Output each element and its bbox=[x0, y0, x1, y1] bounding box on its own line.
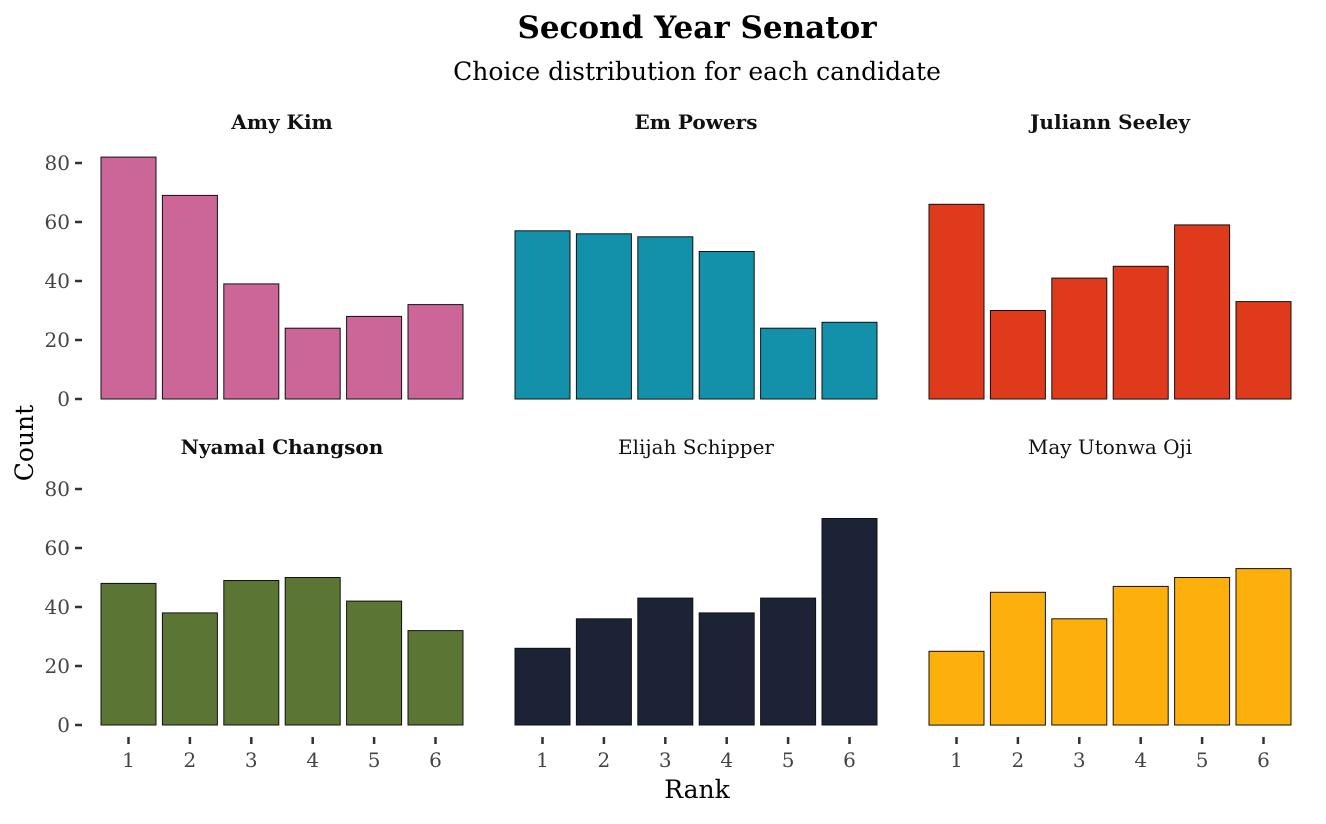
panel-title: May Utonwa Oji bbox=[1028, 435, 1192, 459]
y-tick-label: 40 bbox=[45, 595, 70, 619]
bar-elijah-schipper-rank-1 bbox=[514, 647, 571, 726]
bar-juliann-seeley-rank-6 bbox=[1235, 301, 1292, 400]
bar-amy-kim-rank-3 bbox=[223, 283, 280, 400]
bar-nyamal-changson-rank-2 bbox=[161, 612, 218, 726]
x-tick-label: 1 bbox=[122, 748, 135, 772]
bar-em-powers-rank-6 bbox=[821, 321, 878, 400]
x-tick-label: 6 bbox=[843, 748, 856, 772]
bar-juliann-seeley-rank-4 bbox=[1112, 265, 1169, 400]
x-tick-label: 6 bbox=[429, 748, 442, 772]
chart-title: Second Year Senator bbox=[517, 10, 877, 46]
x-tick-label: 5 bbox=[782, 748, 795, 772]
bar-may-utonwa-oji-rank-2 bbox=[989, 591, 1046, 726]
bar-nyamal-changson-rank-4 bbox=[284, 577, 341, 726]
bar-em-powers-rank-1 bbox=[514, 230, 571, 400]
bar-amy-kim-rank-6 bbox=[407, 304, 464, 400]
x-tick-label: 1 bbox=[536, 748, 549, 772]
bar-may-utonwa-oji-rank-1 bbox=[928, 650, 985, 726]
y-tick-label: 60 bbox=[45, 210, 70, 234]
panel-may-utonwa-oji: May Utonwa Oji 1 2 3 4 5 6 bbox=[928, 435, 1292, 772]
bar-may-utonwa-oji-rank-4 bbox=[1112, 585, 1169, 726]
bar-em-powers-rank-2 bbox=[575, 233, 632, 400]
bar-amy-kim-rank-2 bbox=[161, 194, 218, 400]
chart-subtitle: Choice distribution for each candidate bbox=[453, 57, 941, 86]
x-tick-label: 6 bbox=[1257, 748, 1270, 772]
bar-elijah-schipper-rank-2 bbox=[575, 618, 632, 726]
x-tick-label: 2 bbox=[1012, 748, 1025, 772]
bar-em-powers-rank-5 bbox=[760, 327, 817, 400]
x-tick-label: 2 bbox=[184, 748, 197, 772]
bar-juliann-seeley-rank-5 bbox=[1174, 224, 1231, 400]
y-tick-label: 20 bbox=[45, 328, 70, 352]
bar-juliann-seeley-rank-3 bbox=[1051, 277, 1108, 400]
y-tick-label: 80 bbox=[45, 151, 70, 175]
x-tick-label: 3 bbox=[1073, 748, 1086, 772]
x-axis-title: Rank bbox=[664, 775, 730, 804]
panel-title: Elijah Schipper bbox=[618, 435, 774, 459]
panel-juliann-seeley: Juliann Seeley bbox=[928, 110, 1292, 400]
y-tick-label: 60 bbox=[45, 536, 70, 560]
bar-nyamal-changson-rank-6 bbox=[407, 630, 464, 726]
x-tick-label: 3 bbox=[245, 748, 258, 772]
panel-em-powers: Em Powers bbox=[514, 110, 878, 400]
y-tick-label: 0 bbox=[57, 387, 70, 411]
bar-elijah-schipper-rank-4 bbox=[698, 612, 755, 726]
panel-title: Em Powers bbox=[635, 110, 758, 134]
x-tick-label: 4 bbox=[720, 748, 733, 772]
x-tick-label: 5 bbox=[368, 748, 381, 772]
panel-title: Amy Kim bbox=[230, 110, 332, 134]
y-tick-label: 0 bbox=[57, 713, 70, 737]
y-tick-label: 40 bbox=[45, 269, 70, 293]
bar-em-powers-rank-4 bbox=[698, 251, 755, 400]
bar-amy-kim-rank-5 bbox=[346, 315, 403, 400]
y-axis-title: Count bbox=[10, 405, 39, 481]
bar-amy-kim-rank-4 bbox=[284, 327, 341, 400]
bar-nyamal-changson-rank-1 bbox=[100, 582, 157, 726]
panel-title: Juliann Seeley bbox=[1028, 110, 1191, 134]
y-tick-label: 20 bbox=[45, 654, 70, 678]
x-tick-label: 4 bbox=[1134, 748, 1147, 772]
x-tick-label: 4 bbox=[306, 748, 319, 772]
bar-amy-kim-rank-1 bbox=[100, 156, 157, 400]
bar-juliann-seeley-rank-1 bbox=[928, 203, 985, 400]
x-tick-label: 3 bbox=[659, 748, 672, 772]
x-tick-label: 2 bbox=[598, 748, 611, 772]
bar-may-utonwa-oji-rank-5 bbox=[1174, 577, 1231, 726]
bar-em-powers-rank-3 bbox=[637, 236, 694, 400]
bar-juliann-seeley-rank-2 bbox=[989, 310, 1046, 400]
panel-nyamal-changson: Nyamal Changson 0 20 40 60 80 1 2 3 4 5 6 bbox=[45, 435, 464, 772]
panel-amy-kim: Amy Kim 0 20 40 60 80 bbox=[45, 110, 464, 411]
panel-title: Nyamal Changson bbox=[181, 435, 384, 459]
bar-nyamal-changson-rank-5 bbox=[346, 600, 403, 726]
bar-elijah-schipper-rank-5 bbox=[760, 597, 817, 726]
bar-may-utonwa-oji-rank-3 bbox=[1051, 618, 1108, 726]
bar-may-utonwa-oji-rank-6 bbox=[1235, 568, 1292, 726]
bar-elijah-schipper-rank-6 bbox=[821, 518, 878, 726]
y-tick-label: 80 bbox=[45, 477, 70, 501]
x-tick-label: 5 bbox=[1196, 748, 1209, 772]
x-tick-label: 1 bbox=[950, 748, 963, 772]
panel-elijah-schipper: Elijah Schipper 1 2 3 4 5 6 bbox=[514, 435, 878, 772]
bar-elijah-schipper-rank-3 bbox=[637, 597, 694, 726]
bar-nyamal-changson-rank-3 bbox=[223, 580, 280, 726]
